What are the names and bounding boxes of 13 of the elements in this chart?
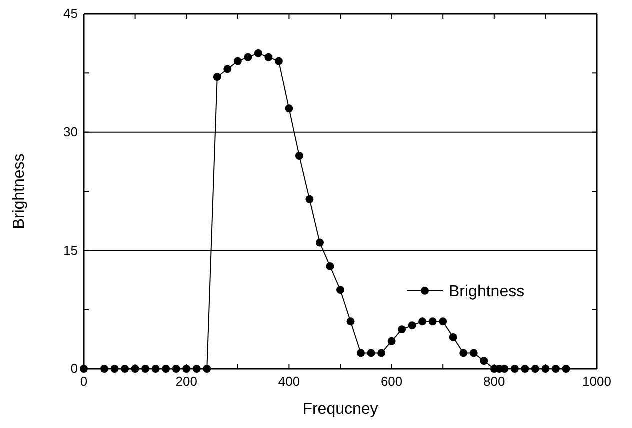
x-tick-label: 1000 xyxy=(582,374,612,390)
y-tick-label: 45 xyxy=(64,6,78,22)
y-tick-label: 15 xyxy=(64,242,78,258)
y-axis-title: Brightness xyxy=(11,154,28,230)
y-tick-label: 0 xyxy=(70,361,78,376)
x-tick-label: 400 xyxy=(278,374,300,390)
x-axis-title: Frequcney xyxy=(302,401,378,418)
legend-label: Brightness xyxy=(449,284,525,300)
x-tick-label: 200 xyxy=(176,374,198,390)
x-tick-label: 800 xyxy=(484,374,506,390)
y-tick-label: 30 xyxy=(64,124,78,140)
x-tick-label: 600 xyxy=(380,374,403,390)
x-tick-label: 0 xyxy=(80,374,88,390)
